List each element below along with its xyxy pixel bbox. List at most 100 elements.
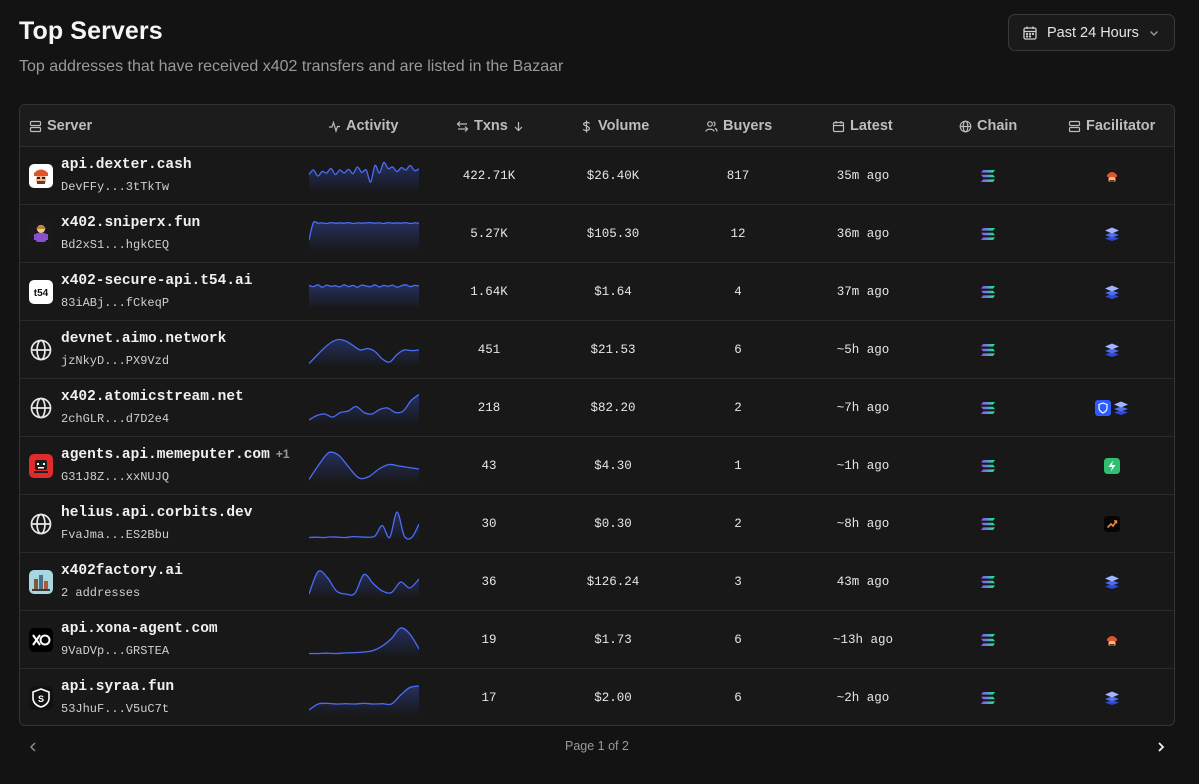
txns-value: 19 — [481, 633, 497, 647]
buyers-value: 12 — [730, 227, 746, 241]
facilitator-cell — [1094, 495, 1130, 553]
buyers-value: 2 — [734, 401, 742, 415]
solana-chain-icon — [970, 205, 1006, 263]
server-name[interactable]: x402.sniperx.fun — [61, 215, 201, 231]
table-row[interactable]: x402factory.ai 2 addresses 36 $126.24 3 43m a… — [20, 553, 1174, 611]
activity-sparkline — [309, 338, 419, 367]
facilitator-cell — [1094, 263, 1130, 321]
table-row[interactable]: devnet.aimo.network jzNkyD...PX9Vzd 451 $21… — [20, 321, 1174, 379]
table-row[interactable]: agents.api.memeputer.com +1 G31J8Z...xxNUJ… — [20, 437, 1174, 495]
coinbase-stack-icon — [1103, 225, 1121, 243]
header-txns[interactable]: Txns — [456, 105, 524, 147]
txns-value: 218 — [477, 401, 501, 415]
server-name[interactable]: x402factory.ai — [61, 563, 183, 579]
facilitator-cell — [1094, 669, 1130, 725]
facilitator-cell — [1094, 147, 1130, 205]
buyers-value: 1 — [734, 459, 742, 473]
server-name[interactable]: devnet.aimo.network — [61, 331, 227, 347]
server-name[interactable]: api.dexter.cash — [61, 157, 192, 173]
solana-chain-icon — [970, 147, 1006, 205]
header-volume[interactable]: Volume — [580, 105, 649, 147]
sparkline-line — [309, 511, 419, 540]
header-latest[interactable]: Latest — [832, 105, 893, 147]
sparkline-area — [309, 627, 419, 657]
solana-chain-icon — [970, 669, 1006, 725]
header-facilitator[interactable]: Facilitator — [1068, 105, 1155, 147]
sparkline-area — [309, 221, 419, 251]
buyers-value: 6 — [734, 633, 742, 647]
volume-value: $126.24 — [586, 575, 640, 589]
activity-sparkline — [309, 393, 419, 425]
server-name[interactable]: helius.api.corbits.dev — [61, 505, 253, 521]
server-address: 83iABj...fCkeqP — [61, 296, 170, 310]
solana-chain-icon — [970, 611, 1006, 669]
latest-value: 36m ago — [836, 227, 890, 241]
chevron-left-icon[interactable] — [26, 740, 40, 754]
server-name[interactable]: agents.api.memeputer.com +1 — [61, 447, 290, 463]
server-name[interactable]: x402.atomicstream.net — [61, 389, 244, 405]
header-activity[interactable]: Activity — [328, 105, 398, 147]
sparkline-area — [309, 162, 419, 193]
facilitator-cell — [1094, 611, 1130, 669]
latest-value: ~8h ago — [836, 517, 890, 531]
server-icon — [29, 120, 42, 132]
shield-facilitator-icon — [1095, 399, 1111, 417]
solana-chain-icon — [970, 553, 1006, 611]
header-server[interactable]: Server — [29, 105, 92, 147]
table-row[interactable]: x402.atomicstream.net 2chGLR...d7D2e4 218 $… — [20, 379, 1174, 437]
txns-value: 422.71K — [462, 169, 516, 183]
header-buyers[interactable]: Buyers — [705, 105, 772, 147]
server-icon — [1068, 120, 1081, 132]
extra-count-badge: +1 — [275, 447, 290, 461]
table-row[interactable]: t54 x402-secure-api.t54.ai 83iABj...fCkeqP… — [20, 263, 1174, 321]
sparkline-line — [309, 220, 419, 241]
latest-value: ~13h ago — [832, 633, 893, 647]
page-subtitle: Top addresses that have received x402 tr… — [19, 58, 564, 75]
solana-chain-icon — [970, 263, 1006, 321]
activity-sparkline — [309, 570, 419, 599]
sniperx-avatar — [29, 222, 53, 246]
time-range-label: Past 24 Hours — [1047, 24, 1139, 41]
sparkline-area — [309, 686, 419, 715]
dollar-icon — [582, 120, 591, 132]
volume-value: $1.64 — [594, 285, 632, 299]
syraa-avatar: S — [29, 686, 53, 710]
chevron-right-icon[interactable] — [1154, 740, 1168, 754]
server-name[interactable]: x402-secure-api.t54.ai — [61, 273, 253, 289]
facilitator-cell — [1094, 553, 1130, 611]
calendar-icon — [1023, 26, 1037, 40]
txns-value: 1.64K — [470, 285, 508, 299]
corbits-facilitator-icon — [1103, 515, 1121, 533]
pagination: Page 1 of 2 — [19, 736, 1175, 758]
table-row[interactable]: x402.sniperx.fun Bd2xS1...hgkCEQ 5.27K $105… — [20, 205, 1174, 263]
table-row[interactable]: helius.api.corbits.dev FvaJma...ES2Bbu 30 $… — [20, 495, 1174, 553]
buyers-value: 2 — [734, 517, 742, 531]
volume-value: $0.30 — [594, 517, 632, 531]
txns-value: 451 — [477, 343, 501, 357]
server-name[interactable]: api.syraa.fun — [61, 679, 175, 695]
coinbase-stack-icon — [1113, 399, 1129, 417]
server-address: G31J8Z...xxNUJQ — [61, 470, 170, 484]
time-range-dropdown[interactable]: Past 24 Hours — [1008, 14, 1175, 51]
server-address: FvaJma...ES2Bbu — [61, 528, 170, 542]
activity-sparkline — [309, 685, 419, 715]
buyers-value: 4 — [734, 285, 742, 299]
table-row[interactable]: api.xona-agent.com 9VaDVp...GRSTEA 19 $1.73… — [20, 611, 1174, 669]
facilitator-cell — [1094, 321, 1130, 379]
server-address: Bd2xS1...hgkCEQ — [61, 238, 170, 252]
sparkline-area — [309, 339, 419, 367]
header-chain[interactable]: Chain — [959, 105, 1017, 147]
page-indicator: Page 1 of 2 — [565, 739, 629, 753]
coinbase-stack-icon — [1103, 341, 1121, 359]
table-row[interactable]: api.dexter.cash DevFFy...3tTkTw 422.71K $26… — [20, 147, 1174, 205]
sparkline-line — [309, 284, 419, 288]
facilitator-cell — [1094, 205, 1130, 263]
sparkline-line — [309, 393, 419, 421]
buyers-value: 6 — [734, 691, 742, 705]
server-name[interactable]: api.xona-agent.com — [61, 621, 218, 637]
transfer-icon — [456, 120, 469, 132]
latest-value: 43m ago — [836, 575, 890, 589]
solana-chain-icon — [970, 495, 1006, 553]
txns-value: 5.27K — [470, 227, 508, 241]
